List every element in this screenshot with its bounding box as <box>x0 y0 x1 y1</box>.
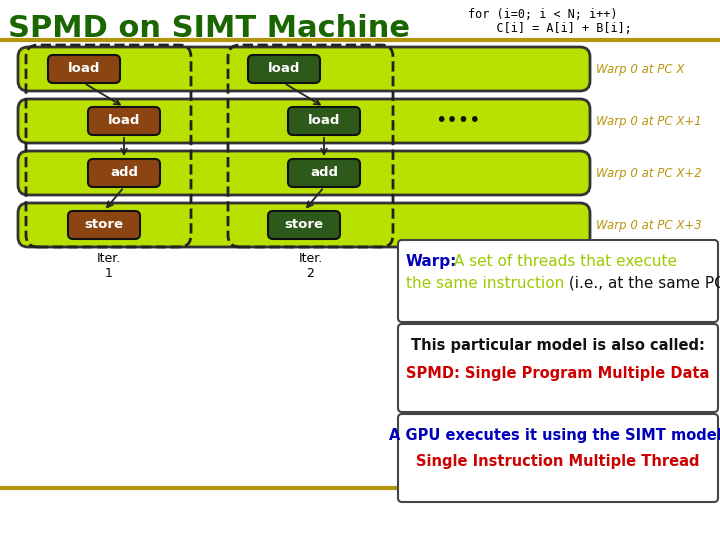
Text: Single Instruction Multiple Thread: Single Instruction Multiple Thread <box>416 454 700 469</box>
FancyBboxPatch shape <box>248 55 320 83</box>
Text: A GPU executes it using the SIMT model:: A GPU executes it using the SIMT model: <box>389 428 720 443</box>
Text: ••••: •••• <box>435 111 480 131</box>
Text: Iter.
2: Iter. 2 <box>298 252 323 280</box>
Text: load: load <box>68 63 100 76</box>
Text: SPMD on SIMT Machine: SPMD on SIMT Machine <box>8 14 410 43</box>
FancyBboxPatch shape <box>398 324 718 412</box>
Text: store: store <box>84 219 124 232</box>
Text: for (i=0; i < N; i++): for (i=0; i < N; i++) <box>468 8 618 21</box>
FancyBboxPatch shape <box>88 107 160 135</box>
FancyBboxPatch shape <box>288 107 360 135</box>
FancyBboxPatch shape <box>18 99 590 143</box>
Text: Warp 0 at PC X: Warp 0 at PC X <box>596 63 685 76</box>
FancyBboxPatch shape <box>18 47 590 91</box>
Text: Iter.
1: Iter. 1 <box>96 252 121 280</box>
Text: (i.e., at the same PC): (i.e., at the same PC) <box>564 276 720 291</box>
FancyBboxPatch shape <box>88 159 160 187</box>
Text: This particular model is also called:: This particular model is also called: <box>411 338 705 353</box>
Text: load: load <box>108 114 140 127</box>
Text: Warp 0 at PC X+2: Warp 0 at PC X+2 <box>596 166 702 179</box>
Text: A set of threads that execute: A set of threads that execute <box>449 254 677 269</box>
FancyBboxPatch shape <box>18 203 590 247</box>
Text: the same instruction: the same instruction <box>406 276 564 291</box>
Text: add: add <box>110 166 138 179</box>
Text: Warp 0 at PC X+3: Warp 0 at PC X+3 <box>596 219 702 232</box>
FancyBboxPatch shape <box>18 151 590 195</box>
FancyBboxPatch shape <box>268 211 340 239</box>
Text: load: load <box>308 114 340 127</box>
FancyBboxPatch shape <box>68 211 140 239</box>
Text: C[i] = A[i] + B[i];: C[i] = A[i] + B[i]; <box>468 22 632 35</box>
Text: store: store <box>284 219 323 232</box>
Text: Warp:: Warp: <box>406 254 457 269</box>
Text: add: add <box>310 166 338 179</box>
FancyBboxPatch shape <box>288 159 360 187</box>
Text: load: load <box>268 63 300 76</box>
FancyBboxPatch shape <box>398 240 718 322</box>
FancyBboxPatch shape <box>48 55 120 83</box>
Text: SPMD: Single Program Multiple Data: SPMD: Single Program Multiple Data <box>406 366 710 381</box>
Text: Warp 0 at PC X+1: Warp 0 at PC X+1 <box>596 114 702 127</box>
FancyBboxPatch shape <box>398 414 718 502</box>
